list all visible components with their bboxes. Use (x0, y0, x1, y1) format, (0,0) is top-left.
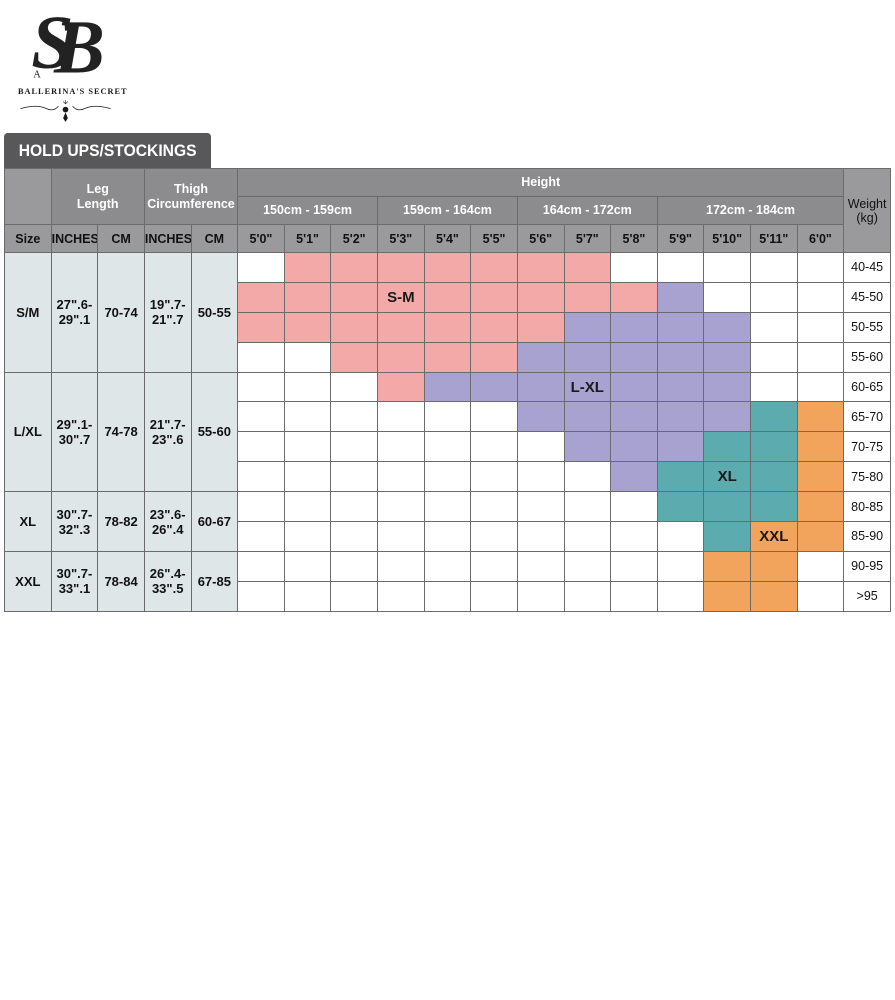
svg-text:B: B (53, 8, 105, 86)
svg-text:A: A (33, 69, 41, 80)
